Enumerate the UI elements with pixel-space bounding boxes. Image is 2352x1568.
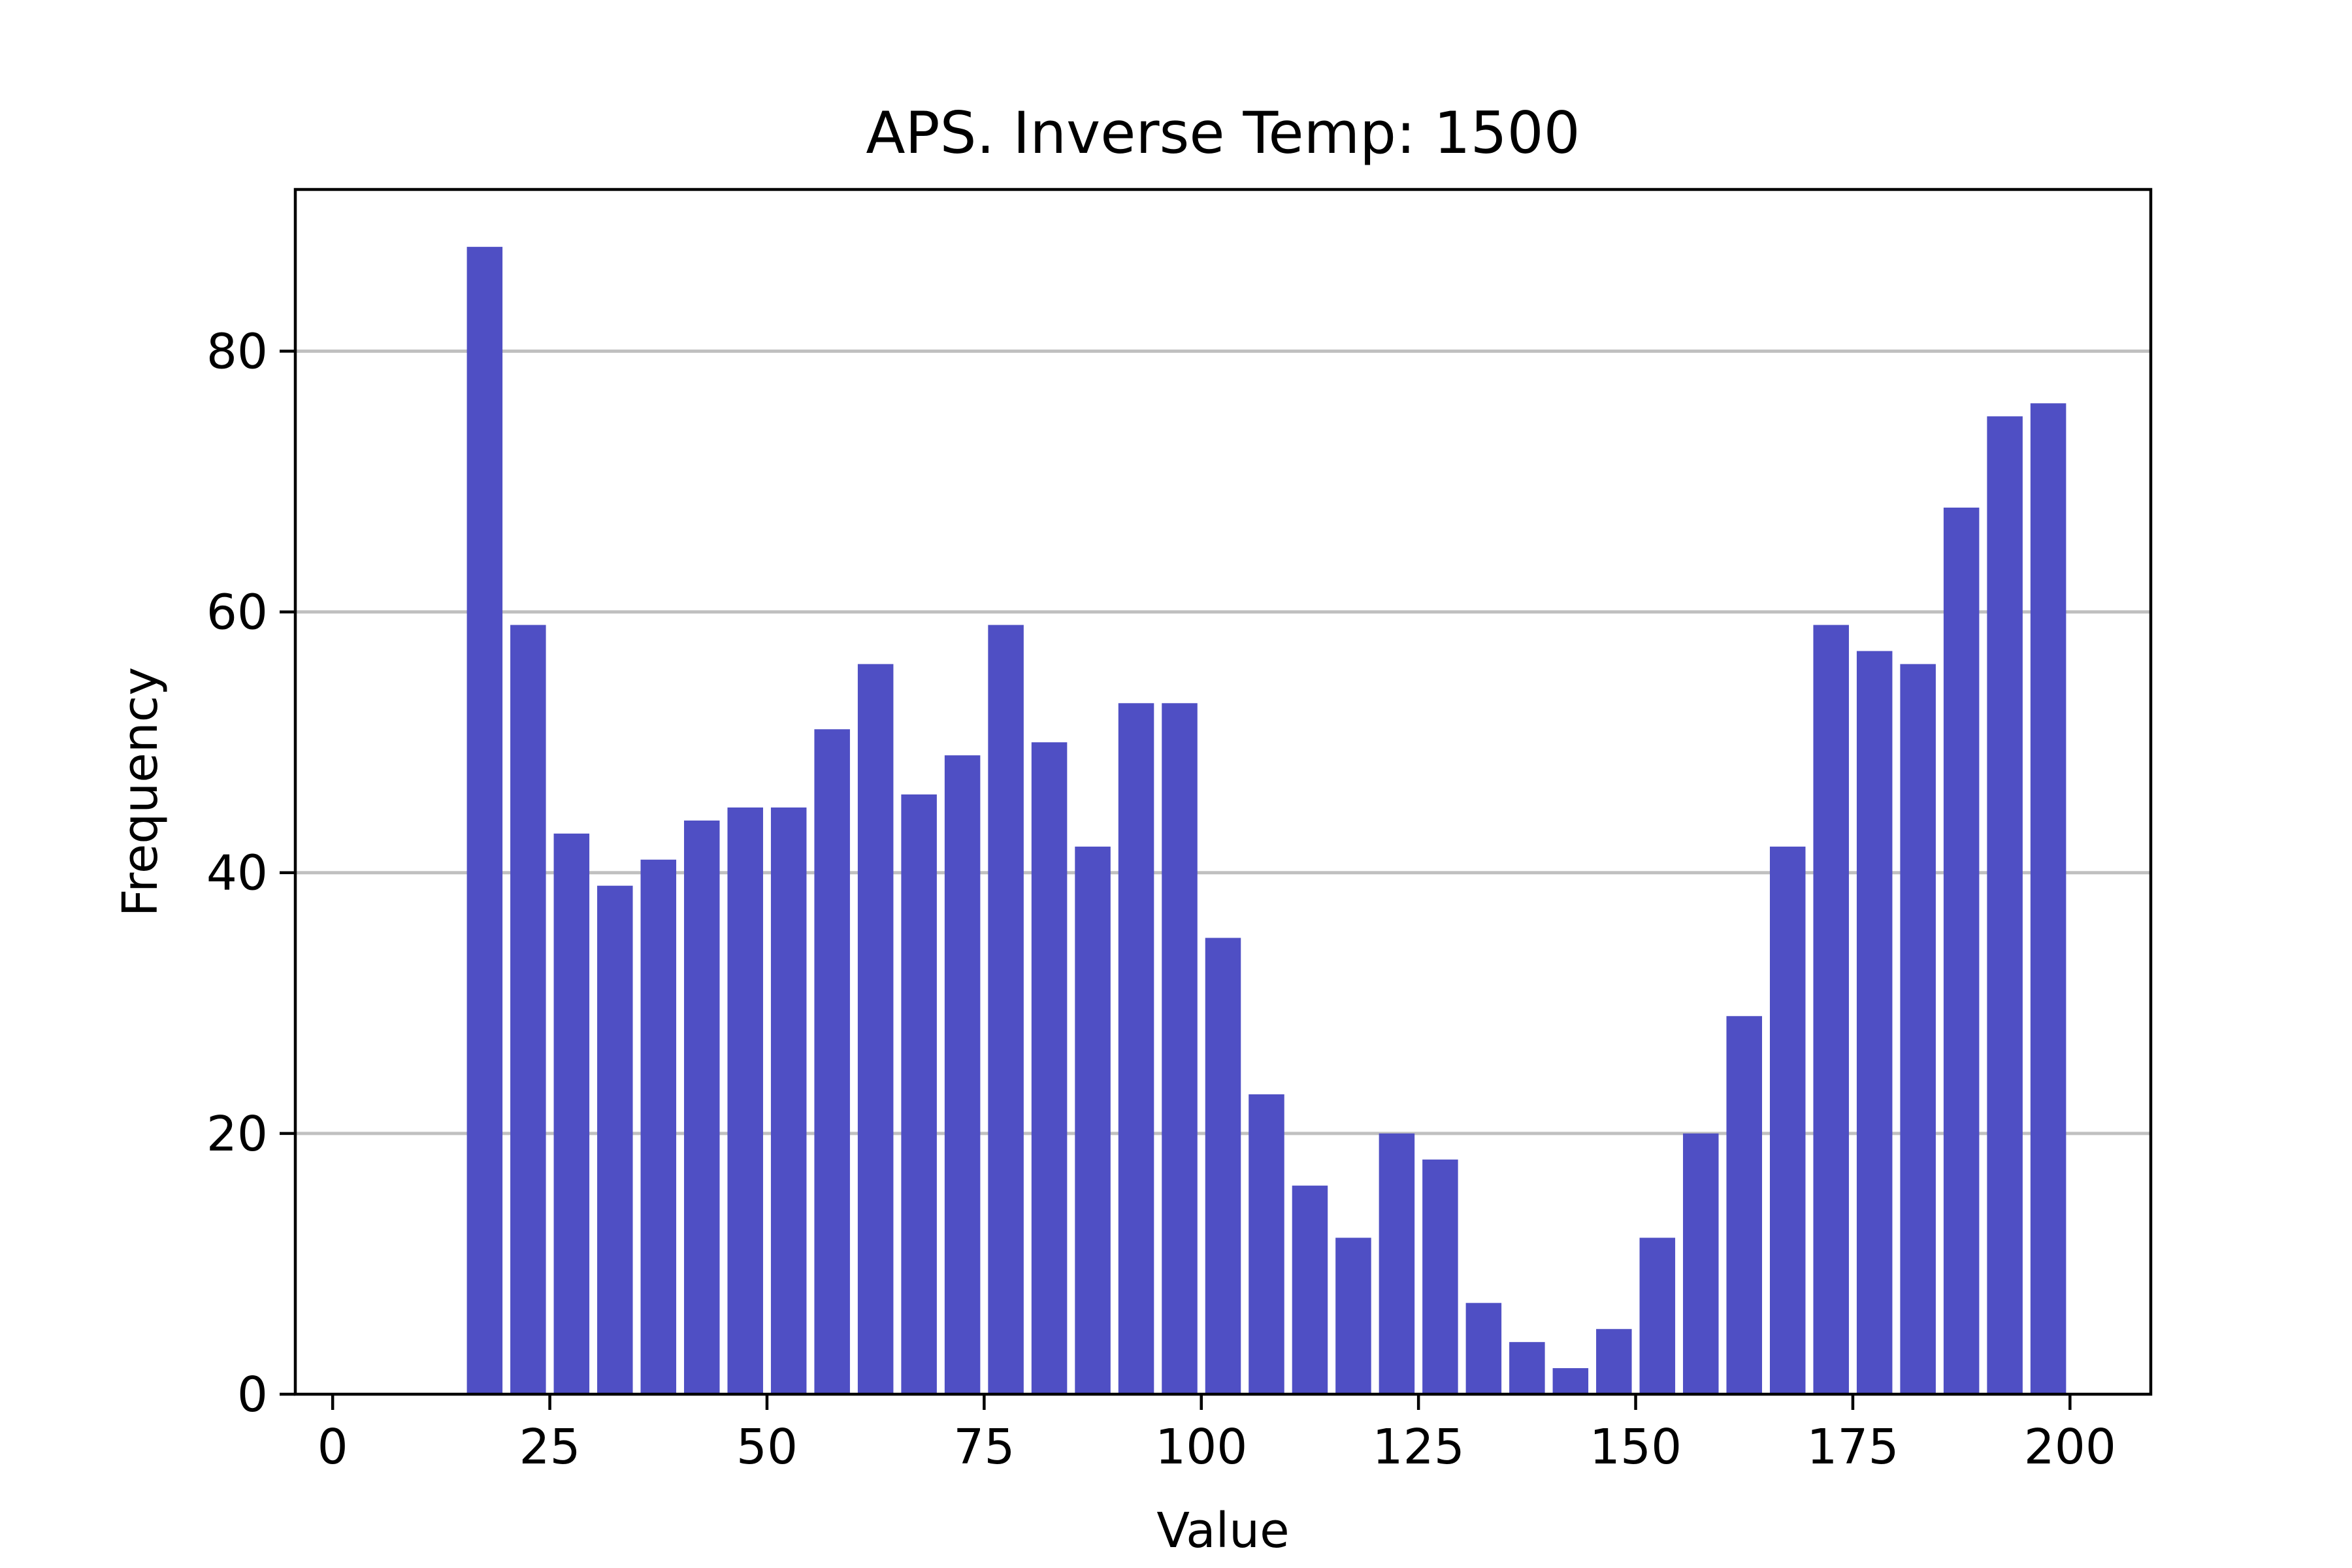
bar-11: [944, 755, 981, 1394]
bar-10: [901, 794, 937, 1394]
bar-23: [1465, 1303, 1502, 1394]
bars: [466, 246, 2066, 1394]
bar-27: [1639, 1237, 1676, 1394]
bar-0: [466, 246, 503, 1394]
x-tick-label-50: 50: [736, 1419, 798, 1475]
x-tick-label-150: 150: [1590, 1419, 1682, 1475]
bar-19: [1292, 1185, 1328, 1394]
x-tick-label-100: 100: [1155, 1419, 1247, 1475]
y-tick-label-40: 40: [206, 845, 268, 902]
x-tick-label-175: 175: [1806, 1419, 1899, 1475]
bar-25: [1552, 1368, 1589, 1394]
bar-36: [2030, 403, 2066, 1394]
bar-14: [1075, 846, 1111, 1394]
y-axis-label: Frequency: [112, 667, 169, 917]
y-tick-label-80: 80: [206, 323, 268, 380]
bar-21: [1379, 1133, 1415, 1394]
bar-24: [1509, 1342, 1545, 1394]
chart-title: APS. Inverse Temp: 1500: [866, 99, 1580, 167]
y-tick-label-0: 0: [237, 1367, 268, 1423]
bar-20: [1335, 1237, 1371, 1394]
bar-5: [683, 820, 720, 1394]
x-tick-label-200: 200: [2024, 1419, 2116, 1475]
bar-26: [1596, 1329, 1632, 1394]
x-tick-label-25: 25: [519, 1419, 580, 1475]
x-tick-label-0: 0: [318, 1419, 348, 1475]
bar-3: [597, 885, 633, 1394]
x-tick-label-125: 125: [1373, 1419, 1465, 1475]
bar-29: [1726, 1016, 1763, 1394]
bar-6: [727, 807, 763, 1394]
plot-frame: [293, 188, 2153, 1396]
x-tick-label-75: 75: [953, 1419, 1015, 1475]
bar-4: [640, 859, 677, 1394]
bar-35: [1987, 416, 2023, 1394]
x-axis-ticks: 0 25 50 75 100 125 150 175 200: [318, 1394, 2116, 1475]
bar-31: [1813, 625, 1849, 1394]
y-tick-label-60: 60: [206, 585, 268, 641]
bar-16: [1162, 703, 1198, 1394]
bar-2: [553, 833, 590, 1394]
bar-30: [1769, 846, 1806, 1394]
bar-8: [814, 729, 850, 1394]
bar-32: [1856, 651, 1893, 1394]
bar-34: [1943, 507, 1980, 1394]
bar-13: [1031, 742, 1068, 1394]
bar-12: [988, 625, 1024, 1394]
y-tick-label-20: 20: [206, 1106, 268, 1162]
bar-28: [1683, 1133, 1719, 1394]
bar-9: [857, 664, 894, 1394]
bar-33: [1900, 664, 1936, 1394]
x-axis-label: Value: [1156, 1503, 1289, 1559]
bar-22: [1422, 1159, 1458, 1394]
bar-18: [1249, 1094, 1284, 1394]
bar-7: [770, 807, 807, 1394]
bar-17: [1205, 938, 1241, 1394]
bar-1: [510, 625, 546, 1394]
bar-15: [1118, 703, 1154, 1394]
y-axis-ticks: 0 20 40 60 80: [206, 323, 295, 1423]
